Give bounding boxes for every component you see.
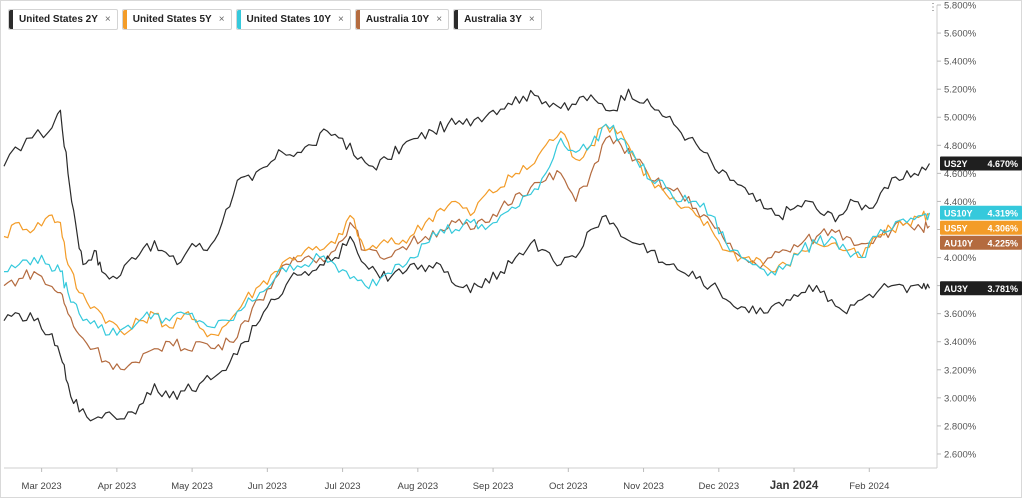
y-tick-label: 2.600% [944, 449, 977, 460]
legend-chip-us2y[interactable]: United States 2Y × [8, 9, 118, 30]
x-tick-label: Jul 2023 [325, 481, 361, 492]
legend-label: Australia 3Y [464, 14, 522, 25]
legend-chip-us10y[interactable]: United States 10Y × [235, 9, 351, 30]
last-value-tag-name: AU10Y [944, 238, 973, 248]
legend-chip-au3y[interactable]: Australia 3Y × [453, 9, 542, 30]
x-tick-label: Apr 2023 [98, 481, 137, 492]
x-tick-label: Mar 2023 [22, 481, 62, 492]
y-tick-label: 5.000% [944, 113, 977, 124]
x-tick-label: Jan 2024 [770, 480, 819, 492]
close-icon[interactable]: × [104, 14, 111, 25]
last-value-tag-au3y [940, 281, 1022, 296]
x-tick-label: Dec 2023 [698, 481, 739, 492]
last-value-tag-us10y [940, 205, 1022, 220]
legend-label: United States 2Y [19, 14, 98, 25]
x-tick-label: Oct 2023 [549, 481, 588, 492]
last-value-tag-name: AU3Y [944, 284, 968, 294]
last-value-tag-us2y [940, 156, 1022, 171]
y-tick-label: 3.200% [944, 365, 977, 376]
close-icon[interactable]: × [528, 14, 535, 25]
last-value-tag-name: US10Y [944, 208, 973, 218]
legend-chip-us5y[interactable]: United States 5Y × [121, 9, 232, 30]
series-color-swatch [9, 10, 13, 29]
legend: United States 2Y × United States 5Y × Un… [8, 9, 542, 30]
legend-chip-au10y[interactable]: Australia 10Y × [354, 9, 450, 30]
series-color-swatch [236, 10, 241, 29]
y-tick-label: 5.800% [944, 1, 977, 12]
y-tick-label: 3.600% [944, 309, 977, 320]
y-tick-label: 4.000% [944, 253, 977, 264]
x-tick-label: Feb 2024 [849, 481, 889, 492]
x-tick-label: Jun 2023 [248, 481, 287, 492]
y-tick-label: 4.800% [944, 141, 977, 152]
last-value-tag-value: 4.306% [987, 223, 1018, 233]
y-tick-label: 2.800% [944, 421, 977, 432]
close-icon[interactable]: × [218, 14, 225, 25]
y-tick-label: 4.600% [944, 169, 977, 180]
series-line-us5y [3, 123, 930, 338]
x-tick-label: May 2023 [171, 481, 213, 492]
last-value-tag-name: US2Y [944, 159, 968, 169]
series-color-swatch [355, 10, 360, 29]
last-value-tag-value: 4.225% [987, 238, 1018, 248]
last-value-tag-value: 3.781% [987, 284, 1018, 294]
series-line-au10y [3, 135, 930, 371]
last-value-tag-us5y [940, 220, 1022, 235]
series-line-us10y [4, 123, 931, 336]
close-icon[interactable]: × [338, 14, 344, 25]
x-tick-label: Aug 2023 [397, 481, 438, 492]
legend-label: Australia 10Y [365, 14, 430, 25]
last-value-tag-name: US5Y [944, 223, 968, 233]
x-tick-label: Sep 2023 [473, 481, 514, 492]
series-line-us2y [3, 88, 931, 280]
series-color-swatch [454, 10, 459, 29]
legend-label: United States 10Y [246, 14, 332, 25]
last-value-tag-au10y [940, 235, 1022, 250]
legend-label: United States 5Y [132, 14, 212, 25]
y-tick-label: 3.400% [944, 337, 977, 348]
y-tick-label: 5.400% [944, 57, 977, 68]
more-options-icon[interactable]: ⋮ [928, 2, 938, 13]
series-line-au3y [3, 214, 931, 422]
y-tick-label: 5.600% [944, 29, 977, 40]
y-tick-label: 5.200% [944, 85, 977, 96]
y-tick-label: 4.400% [944, 197, 977, 208]
last-value-tag-value: 4.670% [987, 159, 1018, 169]
x-tick-label: Nov 2023 [623, 481, 664, 492]
y-tick-label: 3.000% [944, 393, 977, 404]
last-value-tag-value: 4.319% [987, 208, 1018, 218]
close-icon[interactable]: × [436, 14, 443, 25]
series-color-swatch [122, 10, 127, 29]
